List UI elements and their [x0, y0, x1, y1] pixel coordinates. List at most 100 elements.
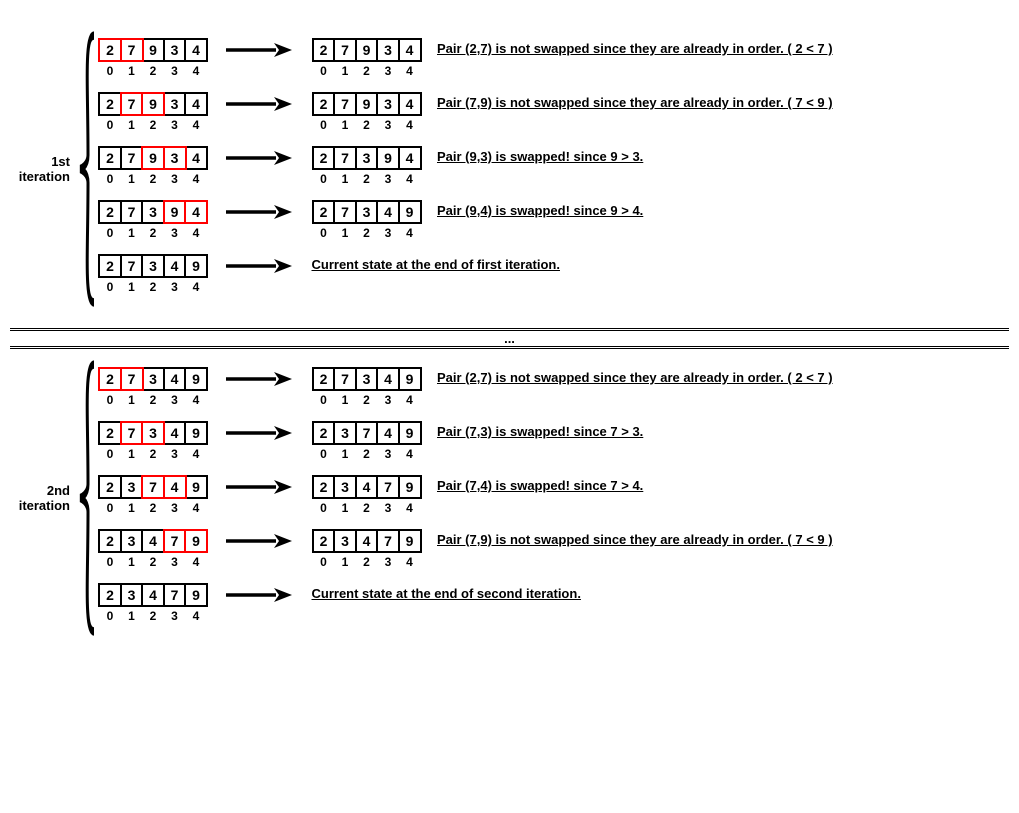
section-divider [10, 346, 1009, 349]
array-cell: 9 [184, 254, 208, 278]
arrow-icon [224, 423, 294, 446]
arrow-icon [224, 585, 294, 608]
step-description: Pair (9,4) is swapped! since 9 > 4. [437, 203, 643, 218]
array-index: 2 [141, 393, 165, 407]
array-index: 2 [355, 172, 379, 186]
array-index: 2 [141, 555, 165, 569]
array-index: 1 [333, 501, 357, 515]
array-index: 4 [398, 118, 422, 132]
ellipsis: ... [10, 331, 1009, 346]
array-cell: 3 [376, 92, 400, 116]
array-cell: 9 [141, 146, 165, 170]
array-cell: 3 [141, 421, 165, 445]
array-index: 3 [163, 447, 187, 461]
array-cell: 4 [376, 421, 400, 445]
array-index: 2 [141, 64, 165, 78]
step-description: Pair (2,7) is not swapped since they are… [437, 41, 833, 56]
array-cell: 4 [163, 367, 187, 391]
array-cell: 2 [98, 38, 122, 62]
array-cell: 2 [98, 583, 122, 607]
array-cell: 2 [98, 146, 122, 170]
array: 2734901234 [312, 200, 420, 240]
array-cell: 7 [333, 200, 357, 224]
array-index: 3 [376, 393, 400, 407]
array-index: 1 [333, 172, 357, 186]
array-index: 4 [184, 393, 208, 407]
array-index: 2 [355, 447, 379, 461]
array-index: 3 [376, 447, 400, 461]
array-index: 3 [163, 64, 187, 78]
array-index: 1 [333, 393, 357, 407]
array-index: 0 [98, 555, 122, 569]
array-cell: 4 [141, 583, 165, 607]
array-cell: 9 [184, 583, 208, 607]
array-cell: 4 [376, 367, 400, 391]
step-row: 2734901234Current state at the end of fi… [98, 254, 1009, 294]
array-cell: 4 [398, 38, 422, 62]
array-cell: 3 [141, 367, 165, 391]
arrow-icon [224, 256, 294, 279]
array-cell: 2 [312, 475, 336, 499]
array-cell: 4 [163, 421, 187, 445]
array-cell: 4 [355, 475, 379, 499]
array-index: 2 [141, 501, 165, 515]
array-index: 4 [398, 447, 422, 461]
array-cell: 2 [98, 92, 122, 116]
array-index: 4 [184, 501, 208, 515]
array-index: 3 [163, 280, 187, 294]
step-description: Pair (7,9) is not swapped since they are… [437, 532, 833, 547]
iteration-block: 2nditeration27349012342734901234Pair (2,… [10, 359, 1009, 637]
array-index: 2 [141, 609, 165, 623]
array-cell: 4 [376, 200, 400, 224]
array-index: 3 [376, 64, 400, 78]
array: 2347901234 [98, 583, 206, 623]
array-index: 1 [333, 226, 357, 240]
array-index: 0 [312, 64, 336, 78]
step-description: Pair (2,7) is not swapped since they are… [437, 370, 833, 385]
array: 2734901234 [98, 367, 206, 407]
array-cell: 3 [120, 475, 144, 499]
arrow-icon [224, 40, 294, 63]
array-index: 0 [312, 226, 336, 240]
array-cell: 9 [141, 92, 165, 116]
array: 2734901234 [98, 254, 206, 294]
array-cell: 3 [163, 92, 187, 116]
array-index: 4 [184, 609, 208, 623]
array-cell: 7 [333, 92, 357, 116]
array-cell: 9 [398, 200, 422, 224]
array-index: 1 [120, 393, 144, 407]
array-cell: 2 [98, 475, 122, 499]
array-cell: 9 [355, 92, 379, 116]
iteration-label: 1stiteration [10, 154, 74, 184]
array-index: 4 [184, 447, 208, 461]
array-index: 0 [312, 172, 336, 186]
array-index: 0 [98, 64, 122, 78]
array-index: 4 [184, 226, 208, 240]
array-cell: 2 [98, 254, 122, 278]
array-cell: 3 [141, 254, 165, 278]
array-cell: 7 [141, 475, 165, 499]
array: 2374901234 [312, 421, 420, 461]
array-index: 4 [184, 118, 208, 132]
array-index: 1 [120, 555, 144, 569]
array-cell: 2 [312, 367, 336, 391]
array-cell: 7 [355, 421, 379, 445]
array-index: 3 [376, 172, 400, 186]
array-cell: 7 [120, 421, 144, 445]
brace-icon [74, 30, 98, 308]
array-index: 1 [333, 118, 357, 132]
array-index: 2 [355, 64, 379, 78]
array-cell: 9 [163, 200, 187, 224]
array-index: 0 [98, 118, 122, 132]
array-index: 0 [312, 118, 336, 132]
array-cell: 7 [376, 475, 400, 499]
array: 2734901234 [98, 421, 206, 461]
step-row: 27394012342734901234Pair (9,4) is swappe… [98, 200, 1009, 240]
array-cell: 7 [120, 146, 144, 170]
array-index: 1 [120, 501, 144, 515]
step-row: 23749012342347901234Pair (7,4) is swappe… [98, 475, 1009, 515]
arrow-icon [224, 94, 294, 117]
array-index: 2 [141, 118, 165, 132]
step-description: Current state at the end of second itera… [312, 586, 581, 601]
array-cell: 3 [120, 529, 144, 553]
